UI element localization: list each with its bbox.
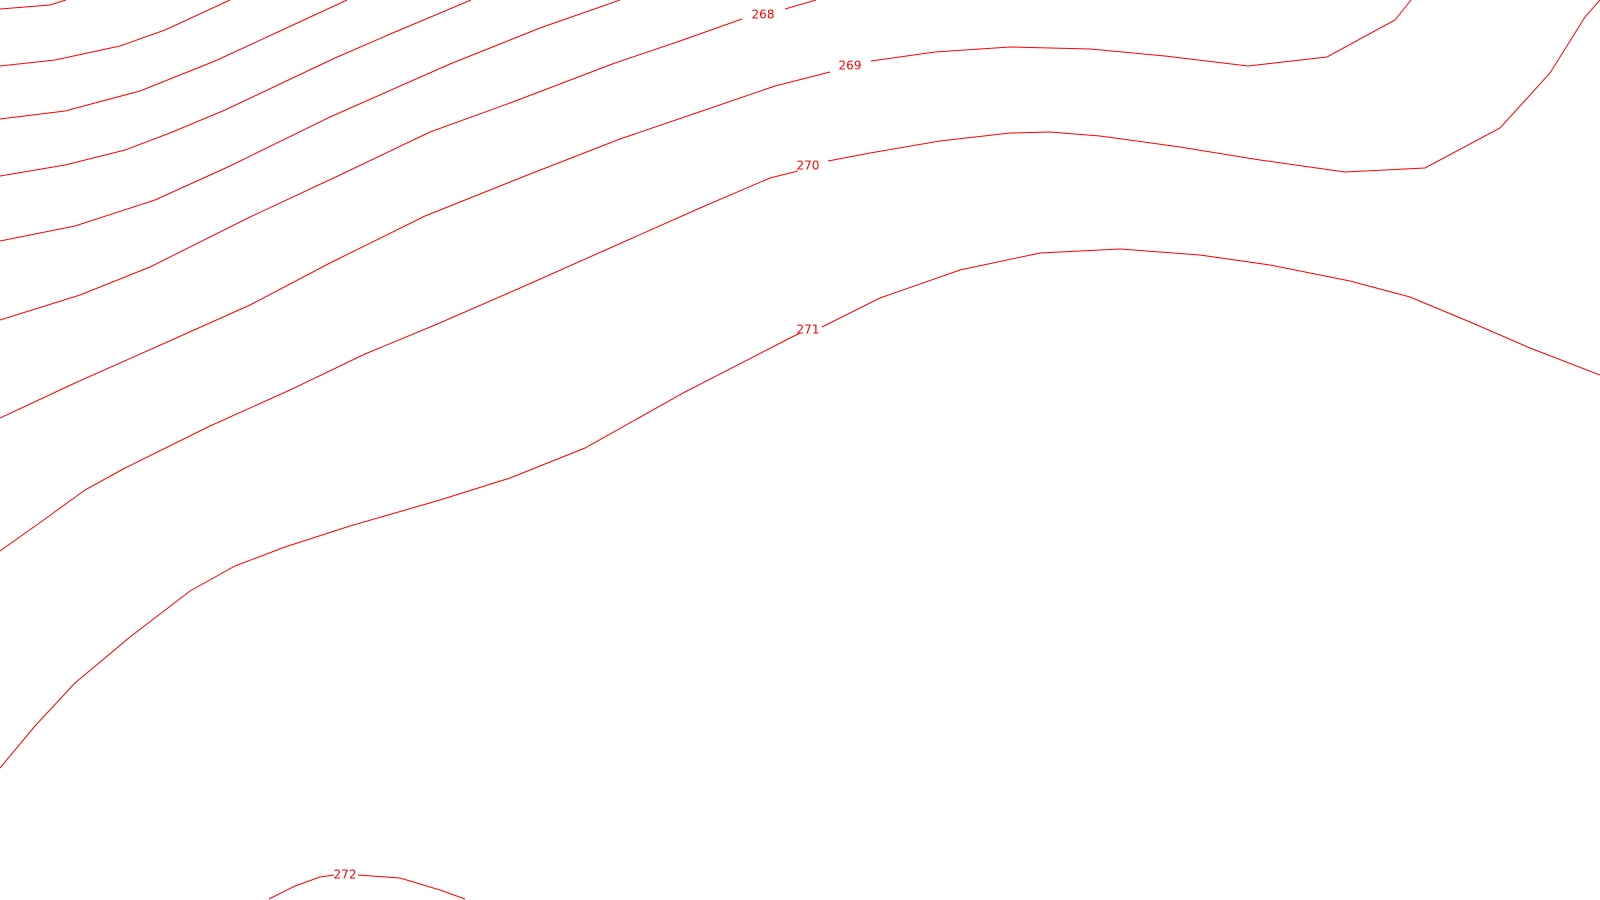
contour-line-d — [0, 0, 472, 177]
contour-line-270 — [0, 170, 799, 552]
contour-label-270: 270 — [797, 159, 820, 173]
contour-line-269-right — [870, 0, 1412, 67]
contour-line-272-left — [268, 874, 335, 900]
contour-label-271: 271 — [797, 323, 820, 337]
contour-line-269 — [0, 71, 831, 419]
contour-line-271 — [0, 332, 801, 769]
contour-line-270-right — [827, 0, 1600, 173]
contour-label-268: 268 — [752, 8, 775, 22]
contour-label-272: 272 — [334, 868, 357, 882]
contour-line-c — [0, 0, 348, 120]
contour-label-269: 269 — [839, 59, 862, 73]
contour-line-a — [0, 0, 67, 10]
contour-line-268-tail — [784, 0, 817, 10]
contour-line-e — [0, 0, 621, 242]
contour-line-272-right — [357, 874, 466, 900]
contour-line-b — [0, 0, 231, 67]
contour-line-271-right — [821, 248, 1600, 376]
contour-line-268 — [0, 18, 743, 321]
